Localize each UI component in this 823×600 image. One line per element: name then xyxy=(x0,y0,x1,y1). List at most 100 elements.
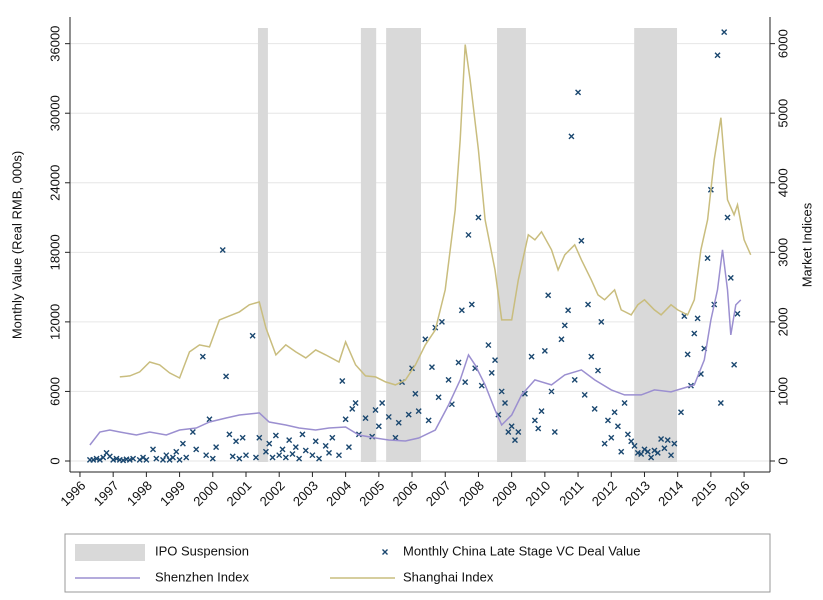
marker-shape xyxy=(272,432,279,439)
marker-shape xyxy=(110,456,117,463)
scatter-point xyxy=(136,456,143,463)
marker-shape xyxy=(226,431,233,438)
marker-shape xyxy=(588,353,595,360)
scatter-point xyxy=(166,456,173,463)
scatter-point xyxy=(488,369,495,376)
marker-shape xyxy=(326,449,333,456)
marker-shape xyxy=(279,446,286,453)
marker-shape xyxy=(614,423,621,430)
scatter-point xyxy=(691,330,698,337)
shaded-region xyxy=(386,28,421,462)
marker-shape xyxy=(654,449,661,456)
marker-shape xyxy=(717,400,724,407)
scatter-point xyxy=(143,456,150,463)
scatter-point xyxy=(631,442,638,449)
scatter-point xyxy=(339,378,346,384)
scatter-point xyxy=(468,301,475,308)
scatter-point xyxy=(126,456,133,463)
scatter-point xyxy=(335,452,342,459)
marker-shape xyxy=(405,411,412,418)
marker-shape xyxy=(511,437,518,444)
scatter-point xyxy=(395,419,402,426)
marker-shape xyxy=(130,455,137,462)
marker-shape xyxy=(233,438,240,445)
marker-shape xyxy=(568,133,575,140)
marker-shape xyxy=(611,409,618,416)
marker-shape xyxy=(631,442,638,449)
marker-shape xyxy=(731,361,738,368)
scatter-point xyxy=(721,29,728,36)
marker-shape xyxy=(252,454,259,461)
shaded-region xyxy=(360,28,377,462)
scatter-point xyxy=(558,336,565,343)
scatter-point xyxy=(279,446,286,453)
scatter-point xyxy=(515,429,522,436)
marker-shape xyxy=(678,409,685,416)
scatter-point xyxy=(292,444,299,451)
scatter-point xyxy=(276,452,283,459)
marker-shape xyxy=(438,318,445,325)
scatter-point xyxy=(229,453,236,460)
scatter-point xyxy=(169,454,176,461)
series-line xyxy=(119,44,752,386)
marker-shape xyxy=(435,394,442,401)
legend-label: Monthly China Late Stage VC Deal Value xyxy=(403,543,641,558)
marker-shape xyxy=(335,452,342,459)
y2-tick-label: 5000 xyxy=(775,99,790,128)
scatter-point xyxy=(312,438,319,445)
marker-shape xyxy=(608,434,615,441)
marker-shape xyxy=(422,336,429,343)
marker-shape xyxy=(189,429,196,436)
scatter-point xyxy=(93,455,100,462)
marker-shape xyxy=(276,452,283,459)
scatter-point xyxy=(445,376,452,383)
marker-shape xyxy=(462,379,469,386)
scatter-point xyxy=(658,435,665,442)
marker-shape xyxy=(385,413,392,420)
scatter-point xyxy=(678,409,685,416)
scatter-point xyxy=(734,310,741,317)
scatter-point xyxy=(644,448,651,455)
y-tick-label: 36000 xyxy=(47,26,62,62)
marker-shape xyxy=(266,440,273,447)
scatter-point xyxy=(624,431,631,438)
scatter-point xyxy=(90,456,97,463)
scatter-point xyxy=(478,382,485,389)
marker-shape xyxy=(658,435,665,442)
marker-shape xyxy=(455,359,462,366)
series-line xyxy=(89,249,742,446)
scatter-point xyxy=(352,400,359,407)
marker-shape xyxy=(262,448,269,455)
marker-shape xyxy=(535,425,542,432)
scatter-point xyxy=(724,214,731,221)
marker-shape xyxy=(415,408,422,415)
marker-shape xyxy=(286,437,293,444)
marker-shape xyxy=(282,454,289,461)
scatter-point xyxy=(575,89,582,96)
marker-shape xyxy=(143,456,150,463)
marker-shape xyxy=(239,434,246,441)
marker-shape xyxy=(203,452,210,459)
marker-shape xyxy=(329,434,336,441)
marker-shape xyxy=(664,437,671,444)
scatter-point xyxy=(345,444,352,451)
scatter-point xyxy=(502,400,509,407)
scatter-point xyxy=(535,425,542,432)
scatter-point xyxy=(375,423,382,430)
y-axis-title: Monthly Value (Real RMB, 000s) xyxy=(9,151,24,339)
scatter-point xyxy=(239,434,246,441)
marker-shape xyxy=(598,318,605,325)
marker-shape xyxy=(183,454,190,461)
marker-shape xyxy=(575,89,582,96)
scatter-point xyxy=(199,353,206,360)
marker-shape xyxy=(236,455,243,462)
scatter-point xyxy=(462,379,469,386)
scatter-point xyxy=(585,301,592,308)
marker-shape xyxy=(100,454,107,461)
marker-shape xyxy=(618,448,625,455)
marker-shape xyxy=(502,400,509,407)
marker-shape xyxy=(694,315,701,322)
marker-shape xyxy=(468,301,475,308)
marker-shape xyxy=(179,440,186,447)
marker-shape xyxy=(193,446,200,453)
